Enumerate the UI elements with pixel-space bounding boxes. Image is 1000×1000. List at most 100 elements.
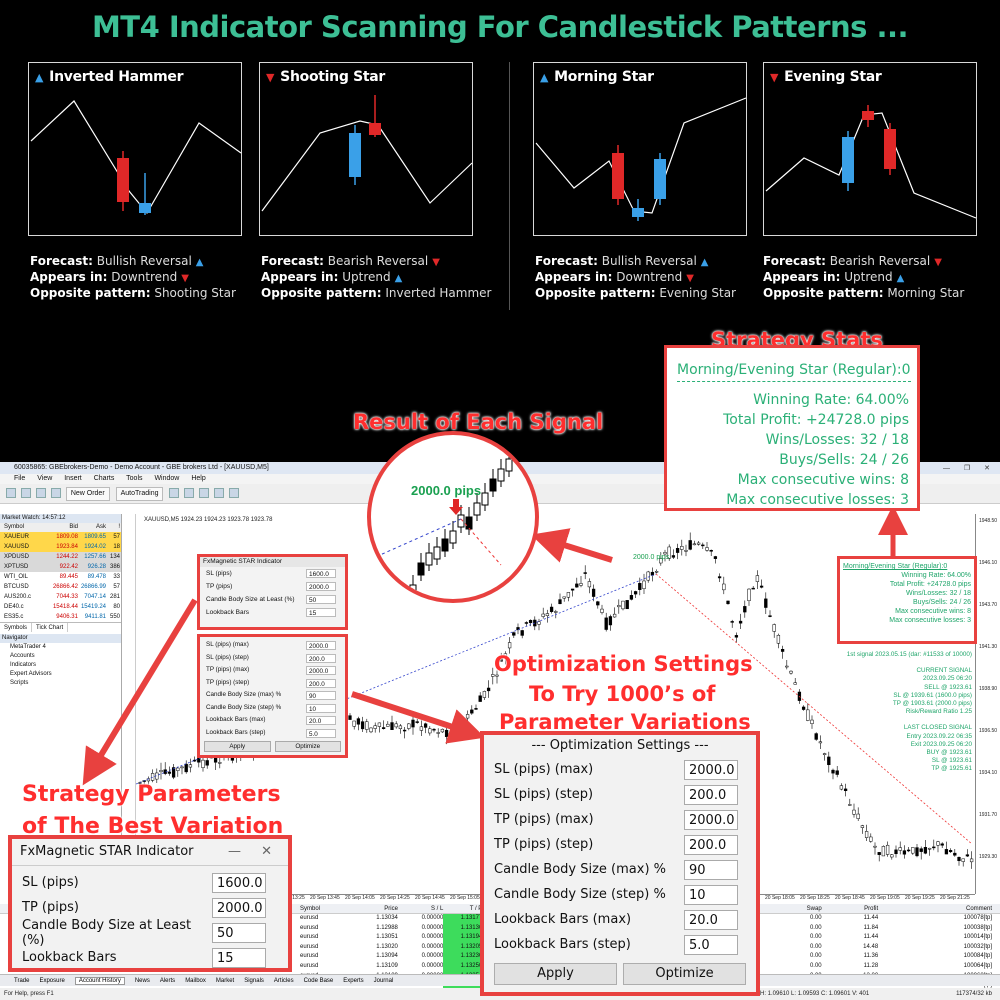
- nav-item-scripts[interactable]: Scripts: [10, 680, 29, 686]
- zoom-out-icon[interactable]: [229, 488, 240, 499]
- autotrading-button[interactable]: AutoTrading: [115, 487, 164, 501]
- candles-icon[interactable]: [184, 488, 195, 499]
- candle-body: [688, 540, 692, 550]
- nav-item-metatrader[interactable]: MetaTrader 4: [10, 644, 46, 650]
- table-row[interactable]: eurusd 1.13020 0.00000 1.13205 0.00 14.48 1000…: [0, 942, 1000, 953]
- param-input[interactable]: 50: [306, 595, 336, 604]
- opt-input[interactable]: 200.0: [684, 784, 738, 805]
- market-watch-icon[interactable]: [35, 488, 46, 499]
- menu-file[interactable]: File: [14, 475, 26, 482]
- param-input[interactable]: 15: [212, 947, 266, 968]
- terminal-tab[interactable]: Trade: [14, 978, 30, 984]
- terminal-tab[interactable]: Experts: [343, 978, 364, 984]
- opt-input[interactable]: 2000.0: [306, 666, 336, 675]
- terminal-tab[interactable]: Account History: [74, 977, 125, 985]
- navigator-icon[interactable]: [50, 488, 61, 499]
- opt-row: Candle Body Size (max) % 90: [200, 689, 345, 702]
- candle-body: [201, 759, 205, 768]
- param-input[interactable]: 2000.0: [212, 897, 266, 918]
- table-row[interactable]: eurusd 1.12988 0.00000 1.13136 0.00 11.84 1000…: [0, 923, 1000, 934]
- new-order-button[interactable]: New Order: [65, 487, 110, 501]
- param-input[interactable]: 1600.0: [212, 872, 266, 893]
- nav-item-indicators[interactable]: Indicators: [10, 662, 37, 668]
- market-watch-row[interactable]: XPTUSD 922.42 926.28 386: [0, 562, 121, 572]
- menu-window[interactable]: Window: [154, 475, 180, 482]
- opt-input[interactable]: 5.0: [684, 934, 738, 955]
- nav-item-accounts[interactable]: Accounts: [10, 653, 35, 659]
- tab-tick-chart[interactable]: Tick Chart: [32, 623, 69, 632]
- param-input[interactable]: 50: [212, 922, 266, 943]
- opt-input[interactable]: 5.0: [306, 728, 336, 738]
- market-watch-row[interactable]: DE40.c 15418.44 15419.24 80: [0, 602, 121, 612]
- profiles-icon[interactable]: [20, 488, 31, 499]
- bar-chart-icon[interactable]: [169, 488, 180, 499]
- param-input[interactable]: 15: [306, 608, 336, 617]
- market-watch-row[interactable]: XPDUSD 1244.22 1257.66 134: [0, 552, 121, 562]
- chart-stat-line: Wins/Losses: 32 / 18: [906, 590, 971, 597]
- market-watch-row[interactable]: BTCUSD 26866.42 26866.99 57: [0, 582, 121, 592]
- zoom-candle-body: [497, 468, 505, 482]
- terminal-tab[interactable]: Exposure: [39, 978, 65, 984]
- terminal-tab[interactable]: Articles: [273, 978, 294, 984]
- table-row[interactable]: eurusd 1.13109 0.00000 1.13250 0.00 11.28 1000…: [0, 961, 1000, 972]
- market-watch-row[interactable]: XAUUSD 1923.84 1924.02 18: [0, 542, 121, 552]
- window-controls[interactable]: — ❐ ✕: [942, 465, 996, 472]
- cell-sl: 0.00000: [421, 924, 444, 931]
- opt-input[interactable]: 2000.0: [684, 759, 738, 780]
- terminal-tab[interactable]: Journal: [373, 978, 394, 984]
- terminal-tab[interactable]: Code Base: [303, 978, 334, 984]
- terminal-tab[interactable]: Signals: [244, 978, 264, 984]
- opt-input[interactable]: 200.0: [306, 678, 336, 688]
- param-input[interactable]: 1600.0: [306, 569, 336, 578]
- line-chart-icon[interactable]: [199, 488, 210, 499]
- menu-help[interactable]: Help: [191, 475, 206, 482]
- opt-input[interactable]: 20.0: [306, 716, 336, 725]
- small-indicator-dialog-highlight: FxMagnetic STAR Indicator SL (pips) 1600.…: [197, 554, 348, 630]
- status-traffic: 117374/32 kb: [956, 991, 992, 997]
- optimize-button[interactable]: Optimize: [623, 963, 746, 985]
- table-row[interactable]: eurusd 1.13034 0.00000 1.13177 0.00 11.44 1000…: [0, 914, 1000, 924]
- table-row[interactable]: eurusd 1.13051 0.00000 1.13194 0.00 11.44 1000…: [0, 933, 1000, 943]
- minimize-close-icons[interactable]: — ✕: [227, 844, 280, 859]
- terminal-tab[interactable]: News: [134, 978, 150, 984]
- menu-insert[interactable]: Insert: [64, 475, 82, 482]
- param-input[interactable]: 2000.0: [306, 582, 336, 591]
- opt-input[interactable]: 90: [684, 859, 738, 880]
- x-tick-label: 20 Sep 15:05: [450, 895, 480, 901]
- zoom-in-icon[interactable]: [214, 488, 225, 499]
- tab-symbols[interactable]: Symbols: [0, 623, 33, 632]
- opt-input[interactable]: 200.0: [306, 653, 336, 663]
- candle-body: [738, 620, 743, 624]
- market-watch-row[interactable]: AUS200.c 7044.33 7047.14 281: [0, 592, 121, 602]
- small-optimize-button[interactable]: Optimize: [274, 741, 341, 752]
- table-row[interactable]: eurusd 1.13094 0.00000 1.13236 0.00 11.36 1000…: [0, 952, 1000, 962]
- y-tick-label: 1946.10: [979, 560, 998, 566]
- opt-input[interactable]: 90: [306, 691, 336, 700]
- opt-input[interactable]: 10: [306, 703, 336, 713]
- opt-input[interactable]: 2000.0: [306, 641, 336, 650]
- menu-charts[interactable]: Charts: [93, 475, 115, 482]
- small-apply-button[interactable]: Apply: [204, 741, 271, 752]
- cell-comment: 100038[tp]: [963, 924, 993, 931]
- market-watch-row[interactable]: ES35.c 9406.31 9411.81 550: [0, 612, 121, 622]
- opt-input[interactable]: 10: [684, 884, 738, 905]
- menu-view[interactable]: View: [37, 475, 53, 482]
- status-help: For Help, press F1: [4, 991, 54, 997]
- candle-body: [751, 587, 755, 590]
- menu-tools[interactable]: Tools: [126, 475, 143, 482]
- apply-button[interactable]: Apply: [494, 963, 617, 985]
- opt-input[interactable]: 2000.0: [684, 809, 738, 830]
- terminal-tab[interactable]: Alerts: [159, 978, 176, 984]
- market-watch-row[interactable]: WTI_OIL 89.445 89.478 33: [0, 572, 121, 582]
- new-chart-icon[interactable]: [6, 488, 16, 499]
- market-watch-row[interactable]: XAUEUR 1809.08 1809.65 57: [0, 532, 121, 542]
- opt-input[interactable]: 200.0: [684, 834, 738, 855]
- candle-body: [478, 695, 482, 702]
- terminal-tab[interactable]: Market: [215, 978, 235, 984]
- candle-body: [579, 583, 583, 586]
- nav-item-expert-advisors[interactable]: Expert Advisors: [10, 671, 52, 677]
- mw-ask: 1924.02: [84, 544, 106, 550]
- opt-input[interactable]: 20.0: [684, 909, 738, 930]
- candle-body: [369, 727, 373, 733]
- terminal-tab[interactable]: Mailbox: [185, 978, 206, 984]
